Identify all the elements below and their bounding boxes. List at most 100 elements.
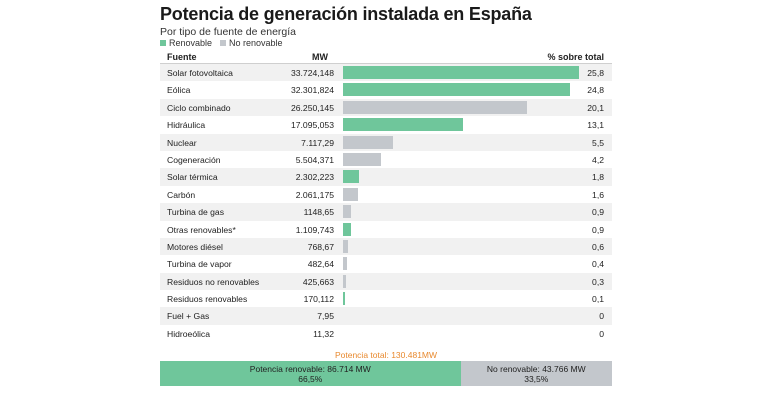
bar-non-renewable: [343, 135, 394, 149]
row-pct-value: 1,8: [592, 172, 604, 183]
row-pct-value: 0,3: [592, 276, 604, 287]
legend-label-renewable: Renovable: [169, 38, 213, 48]
row-source-name: Turbina de vapor: [167, 259, 232, 270]
header-source: Fuente: [167, 52, 197, 62]
totals-non-renewable-pct: 33,5%: [524, 374, 549, 384]
row-mw-value: 32.301,824: [290, 85, 334, 96]
bar-renewable: [343, 170, 360, 184]
row-source-name: Ciclo combinado: [167, 102, 231, 113]
totals-renewable-label: Potencia renovable: 86.714 MW: [249, 364, 371, 374]
legend-label-non-renewable: No renovable: [229, 38, 283, 48]
row-source-name: Motores diésel: [167, 241, 223, 252]
row-mw-value: 482,64: [307, 259, 334, 270]
bar-non-renewable: [343, 100, 527, 114]
bar-renewable: [343, 83, 570, 97]
table-row: Residuos renovables 170,112 0,1: [160, 290, 612, 307]
table-row: Otras renovables* 1.109,743 0,9: [160, 221, 612, 238]
row-source-name: Residuos no renovables: [167, 276, 260, 287]
table-row: Fuel + Gas 7,95 0: [160, 307, 612, 325]
row-mw-value: 33.724,148: [290, 68, 334, 78]
row-mw-value: 170,112: [303, 294, 334, 305]
table-row: Nuclear 7.117,29 5,5: [160, 133, 612, 151]
row-mw-value: 11,32: [313, 328, 334, 339]
table-header: Fuente MW % sobre total: [160, 52, 612, 64]
row-mw-value: 425,663: [302, 276, 334, 287]
totals-bar: Potencia renovable: 86.714 MW 66,5% No r…: [160, 361, 612, 386]
bar-renewable: [343, 292, 345, 306]
bar-non-renewable: [343, 257, 347, 271]
bar-non-renewable: [343, 205, 352, 219]
legend-swatch-renewable: [160, 40, 166, 46]
row-pct-value: 4,2: [592, 154, 604, 165]
bar-renewable: [343, 66, 579, 79]
row-mw-value: 7,95: [317, 311, 334, 322]
row-mw-value: 2.302,223: [295, 172, 334, 183]
row-source-name: Cogeneración: [167, 154, 221, 165]
row-source-name: Solar fotovoltaica: [167, 68, 233, 78]
row-source-name: Turbina de gas: [167, 207, 225, 218]
table-row: Hidroeólica 11,32 0: [160, 325, 612, 342]
header-mw: MW: [312, 52, 328, 62]
bar-non-renewable: [343, 239, 349, 253]
legend-item-renewable: Renovable: [160, 38, 212, 48]
row-pct-value: 0,1: [592, 294, 604, 305]
row-pct-value: 5,5: [592, 137, 604, 148]
table-row: Carbón 2.061,175 1,6: [160, 186, 612, 203]
legend-item-non-renewable: No renovable: [220, 38, 283, 48]
row-mw-value: 2.061,175: [295, 189, 334, 200]
totals-non-renewable-segment: No renovable: 43.766 MW 33,5%: [460, 361, 612, 386]
row-pct-value: 20,1: [587, 102, 604, 113]
row-pct-value: 0,9: [592, 207, 604, 218]
bar-non-renewable: [343, 187, 358, 201]
legend: Renovable No renovable: [160, 38, 291, 48]
row-mw-value: 26.250,145: [290, 102, 334, 113]
row-source-name: Fuel + Gas: [167, 311, 210, 322]
row-mw-value: 17.095,053: [290, 120, 334, 131]
table-row: Turbina de gas 1148,65 0,9: [160, 203, 612, 221]
data-table: Solar fotovoltaica 33.724,148 25,8 Eólica 32…: [160, 64, 612, 342]
row-source-name: Solar térmica: [167, 172, 218, 183]
bar-non-renewable: [343, 152, 382, 166]
row-source-name: Eólica: [167, 85, 191, 96]
row-mw-value: 7.117,29: [301, 137, 334, 148]
row-mw-value: 5.504,371: [295, 154, 334, 165]
row-mw-value: 1.109,743: [295, 224, 334, 235]
total-power-label: Potencia total: 130.481MW: [334, 350, 438, 360]
row-mw-value: 1148,65: [303, 207, 334, 218]
table-row: Eólica 32.301,824 24,8: [160, 81, 612, 98]
row-pct-value: 1,6: [592, 189, 604, 200]
bar-renewable: [343, 118, 463, 132]
totals-renewable-pct: 66,5%: [298, 374, 323, 384]
table-row: Solar fotovoltaica 33.724,148 25,8: [160, 64, 612, 82]
row-pct-value: 24,8: [587, 85, 604, 96]
chart-subtitle: Por tipo de fuente de energía: [160, 26, 297, 38]
row-pct-value: 0,9: [592, 224, 604, 235]
row-source-name: Otras renovables*: [167, 224, 236, 235]
table-row: Solar térmica 2.302,223 1,8: [160, 168, 612, 186]
chart-title: Potencia de generación instalada en Espa…: [160, 4, 532, 24]
bar-renewable: [343, 222, 352, 236]
header-pct: % sobre total: [547, 52, 604, 62]
legend-swatch-non-renewable: [220, 40, 227, 46]
row-pct-value: 0: [599, 311, 604, 322]
row-source-name: Nuclear: [167, 137, 197, 148]
row-source-name: Hidroeólica: [167, 328, 210, 339]
row-source-name: Residuos renovables: [167, 294, 248, 305]
row-source-name: Carbón: [167, 189, 196, 200]
bar-non-renewable: [343, 274, 346, 288]
row-pct-value: 25,8: [587, 68, 604, 78]
row-pct-value: 0,4: [592, 259, 604, 270]
totals-renewable-segment: Potencia renovable: 86.714 MW 66,5%: [160, 361, 461, 386]
row-pct-value: 0,6: [592, 241, 604, 252]
table-row: Hidráulica 17.095,053 13,1: [160, 116, 612, 133]
table-row: Turbina de vapor 482,64 0,4: [160, 255, 612, 272]
table-row: Motores diésel 768,67 0,6: [160, 237, 612, 256]
totals-non-renewable-label: No renovable: 43.766 MW: [486, 364, 586, 374]
row-source-name: Hidráulica: [167, 120, 206, 131]
row-pct-value: 0: [599, 328, 604, 339]
table-row: Cogeneración 5.504,371 4,2: [160, 151, 612, 168]
row-mw-value: 768,67: [307, 241, 334, 252]
table-row: Ciclo combinado 26.250,145 20,1: [160, 98, 612, 117]
row-pct-value: 13,1: [587, 120, 604, 131]
table-row: Residuos no renovables 425,663 0,3: [160, 272, 612, 291]
